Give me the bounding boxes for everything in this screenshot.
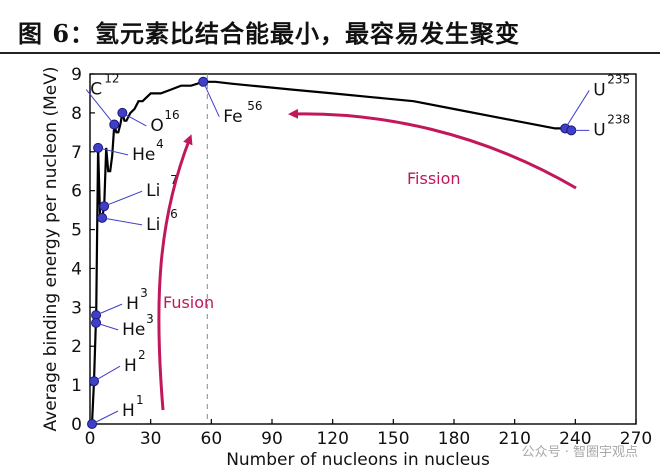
isotope-mass-number: 2 — [138, 348, 146, 362]
x-tick-label: 60 — [201, 429, 223, 449]
y-tick-label: 2 — [71, 337, 82, 357]
isotope-leader-line — [95, 322, 119, 331]
y-tick-label: 9 — [71, 65, 82, 85]
y-tick-label: 1 — [71, 376, 82, 396]
isotope-mass-number: 235 — [607, 72, 630, 86]
x-tick-label: 210 — [498, 429, 530, 449]
isotope-leader-line — [122, 112, 147, 127]
isotope-label: C — [90, 80, 102, 100]
x-tick-label: 120 — [316, 429, 348, 449]
isotope-label: U — [593, 80, 605, 100]
fission-annotation: Fission — [407, 169, 461, 188]
binding-energy-curve — [90, 80, 572, 425]
isotope-mass-number: 56 — [247, 99, 262, 113]
isotope-points — [87, 76, 577, 429]
isotope-mass-number: 16 — [164, 108, 179, 122]
isotope-label: Li — [146, 215, 160, 235]
isotope-mass-number: 4 — [156, 137, 164, 151]
x-tick-label: 0 — [85, 429, 96, 449]
isotope-label: He — [122, 320, 145, 340]
fission-arrow — [288, 108, 577, 190]
isotope-leader-line — [564, 90, 590, 129]
y-tick-label: 0 — [71, 415, 82, 435]
isotope-leader-line — [97, 147, 129, 156]
isotope-label: U — [593, 120, 605, 140]
y-axis-title: Average binding energy per nucleon (MeV) — [41, 67, 61, 432]
isotope-label: H — [126, 294, 139, 314]
isotope-leader-line — [95, 303, 123, 316]
x-tick-label: 30 — [140, 429, 162, 449]
isotope-leader-line — [102, 217, 143, 226]
isotope-mass-number: 238 — [607, 112, 630, 126]
isotope-mass-number: 6 — [170, 207, 178, 221]
x-tick-label: 90 — [261, 429, 283, 449]
y-tick-label: 7 — [71, 143, 82, 163]
isotope-leader-line — [202, 81, 220, 117]
isotope-label: H — [122, 401, 135, 421]
x-axis-title: Number of nucleons in nucleus — [226, 450, 490, 470]
y-tick-label: 4 — [71, 259, 82, 279]
isotope-mass-number: 12 — [104, 72, 119, 86]
isotope-leader-line — [91, 410, 119, 425]
isotope-mass-number: 3 — [140, 286, 148, 300]
isotope-label: Li — [146, 181, 160, 201]
y-tick-label: 3 — [71, 298, 82, 318]
isotope-label: H — [124, 356, 137, 376]
x-axis-ticks: 0 30 60 90 120 150 180 210 240 270 — [85, 419, 652, 449]
watermark-text: 公众号 · 智圈宇观点 — [521, 445, 638, 460]
isotope-leader-line — [93, 365, 121, 382]
y-tick-label: 8 — [71, 104, 82, 124]
x-tick-label: 150 — [377, 429, 409, 449]
fusion-arrow — [157, 134, 193, 411]
isotope-mass-number: 7 — [170, 173, 178, 187]
isotope-label: O — [150, 116, 163, 136]
plot-area-frame — [89, 73, 637, 425]
x-tick-label: 270 — [620, 429, 652, 449]
y-tick-label: 6 — [71, 182, 82, 202]
fusion-annotation: Fusion — [163, 293, 214, 312]
x-tick-label: 240 — [559, 429, 591, 449]
figure-title: 图 6：氢元素比结合能最小，最容易发生聚变 — [0, 0, 660, 54]
isotope-label: He — [132, 145, 155, 165]
isotope-mass-number: 3 — [146, 312, 154, 326]
isotope-mass-number: 1 — [136, 393, 144, 407]
isotope-leader-line — [103, 190, 143, 207]
y-tick-label: 5 — [71, 221, 82, 241]
isotope-leader-line — [85, 89, 115, 125]
x-tick-label: 180 — [438, 429, 470, 449]
isotope-label: Fe — [223, 107, 242, 127]
